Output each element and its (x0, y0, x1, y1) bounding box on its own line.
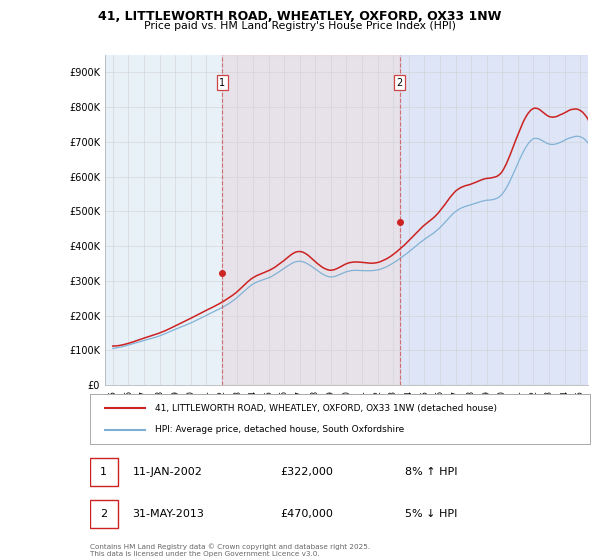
Text: 1: 1 (100, 467, 107, 477)
FancyBboxPatch shape (90, 458, 118, 487)
Text: 8% ↑ HPI: 8% ↑ HPI (405, 467, 458, 477)
Bar (223, 55, 400, 385)
Text: 41, LITTLEWORTH ROAD, WHEATLEY, OXFORD, OX33 1NW (detached house): 41, LITTLEWORTH ROAD, WHEATLEY, OXFORD, … (155, 404, 497, 413)
Text: £322,000: £322,000 (280, 467, 333, 477)
Text: HPI: Average price, detached house, South Oxfordshire: HPI: Average price, detached house, Sout… (155, 426, 404, 435)
Text: 41, LITTLEWORTH ROAD, WHEATLEY, OXFORD, OX33 1NW: 41, LITTLEWORTH ROAD, WHEATLEY, OXFORD, … (98, 10, 502, 23)
Text: Contains HM Land Registry data © Crown copyright and database right 2025.
This d: Contains HM Land Registry data © Crown c… (90, 544, 370, 557)
Text: 2: 2 (397, 78, 403, 88)
Bar (400, 55, 595, 385)
Text: 5% ↓ HPI: 5% ↓ HPI (405, 509, 457, 519)
Text: Price paid vs. HM Land Registry's House Price Index (HPI): Price paid vs. HM Land Registry's House … (144, 21, 456, 31)
Text: 31-MAY-2013: 31-MAY-2013 (133, 509, 205, 519)
Text: £470,000: £470,000 (280, 509, 333, 519)
FancyBboxPatch shape (90, 500, 118, 529)
Text: 1: 1 (220, 78, 226, 88)
Text: 11-JAN-2002: 11-JAN-2002 (133, 467, 202, 477)
Text: 2: 2 (100, 509, 107, 519)
